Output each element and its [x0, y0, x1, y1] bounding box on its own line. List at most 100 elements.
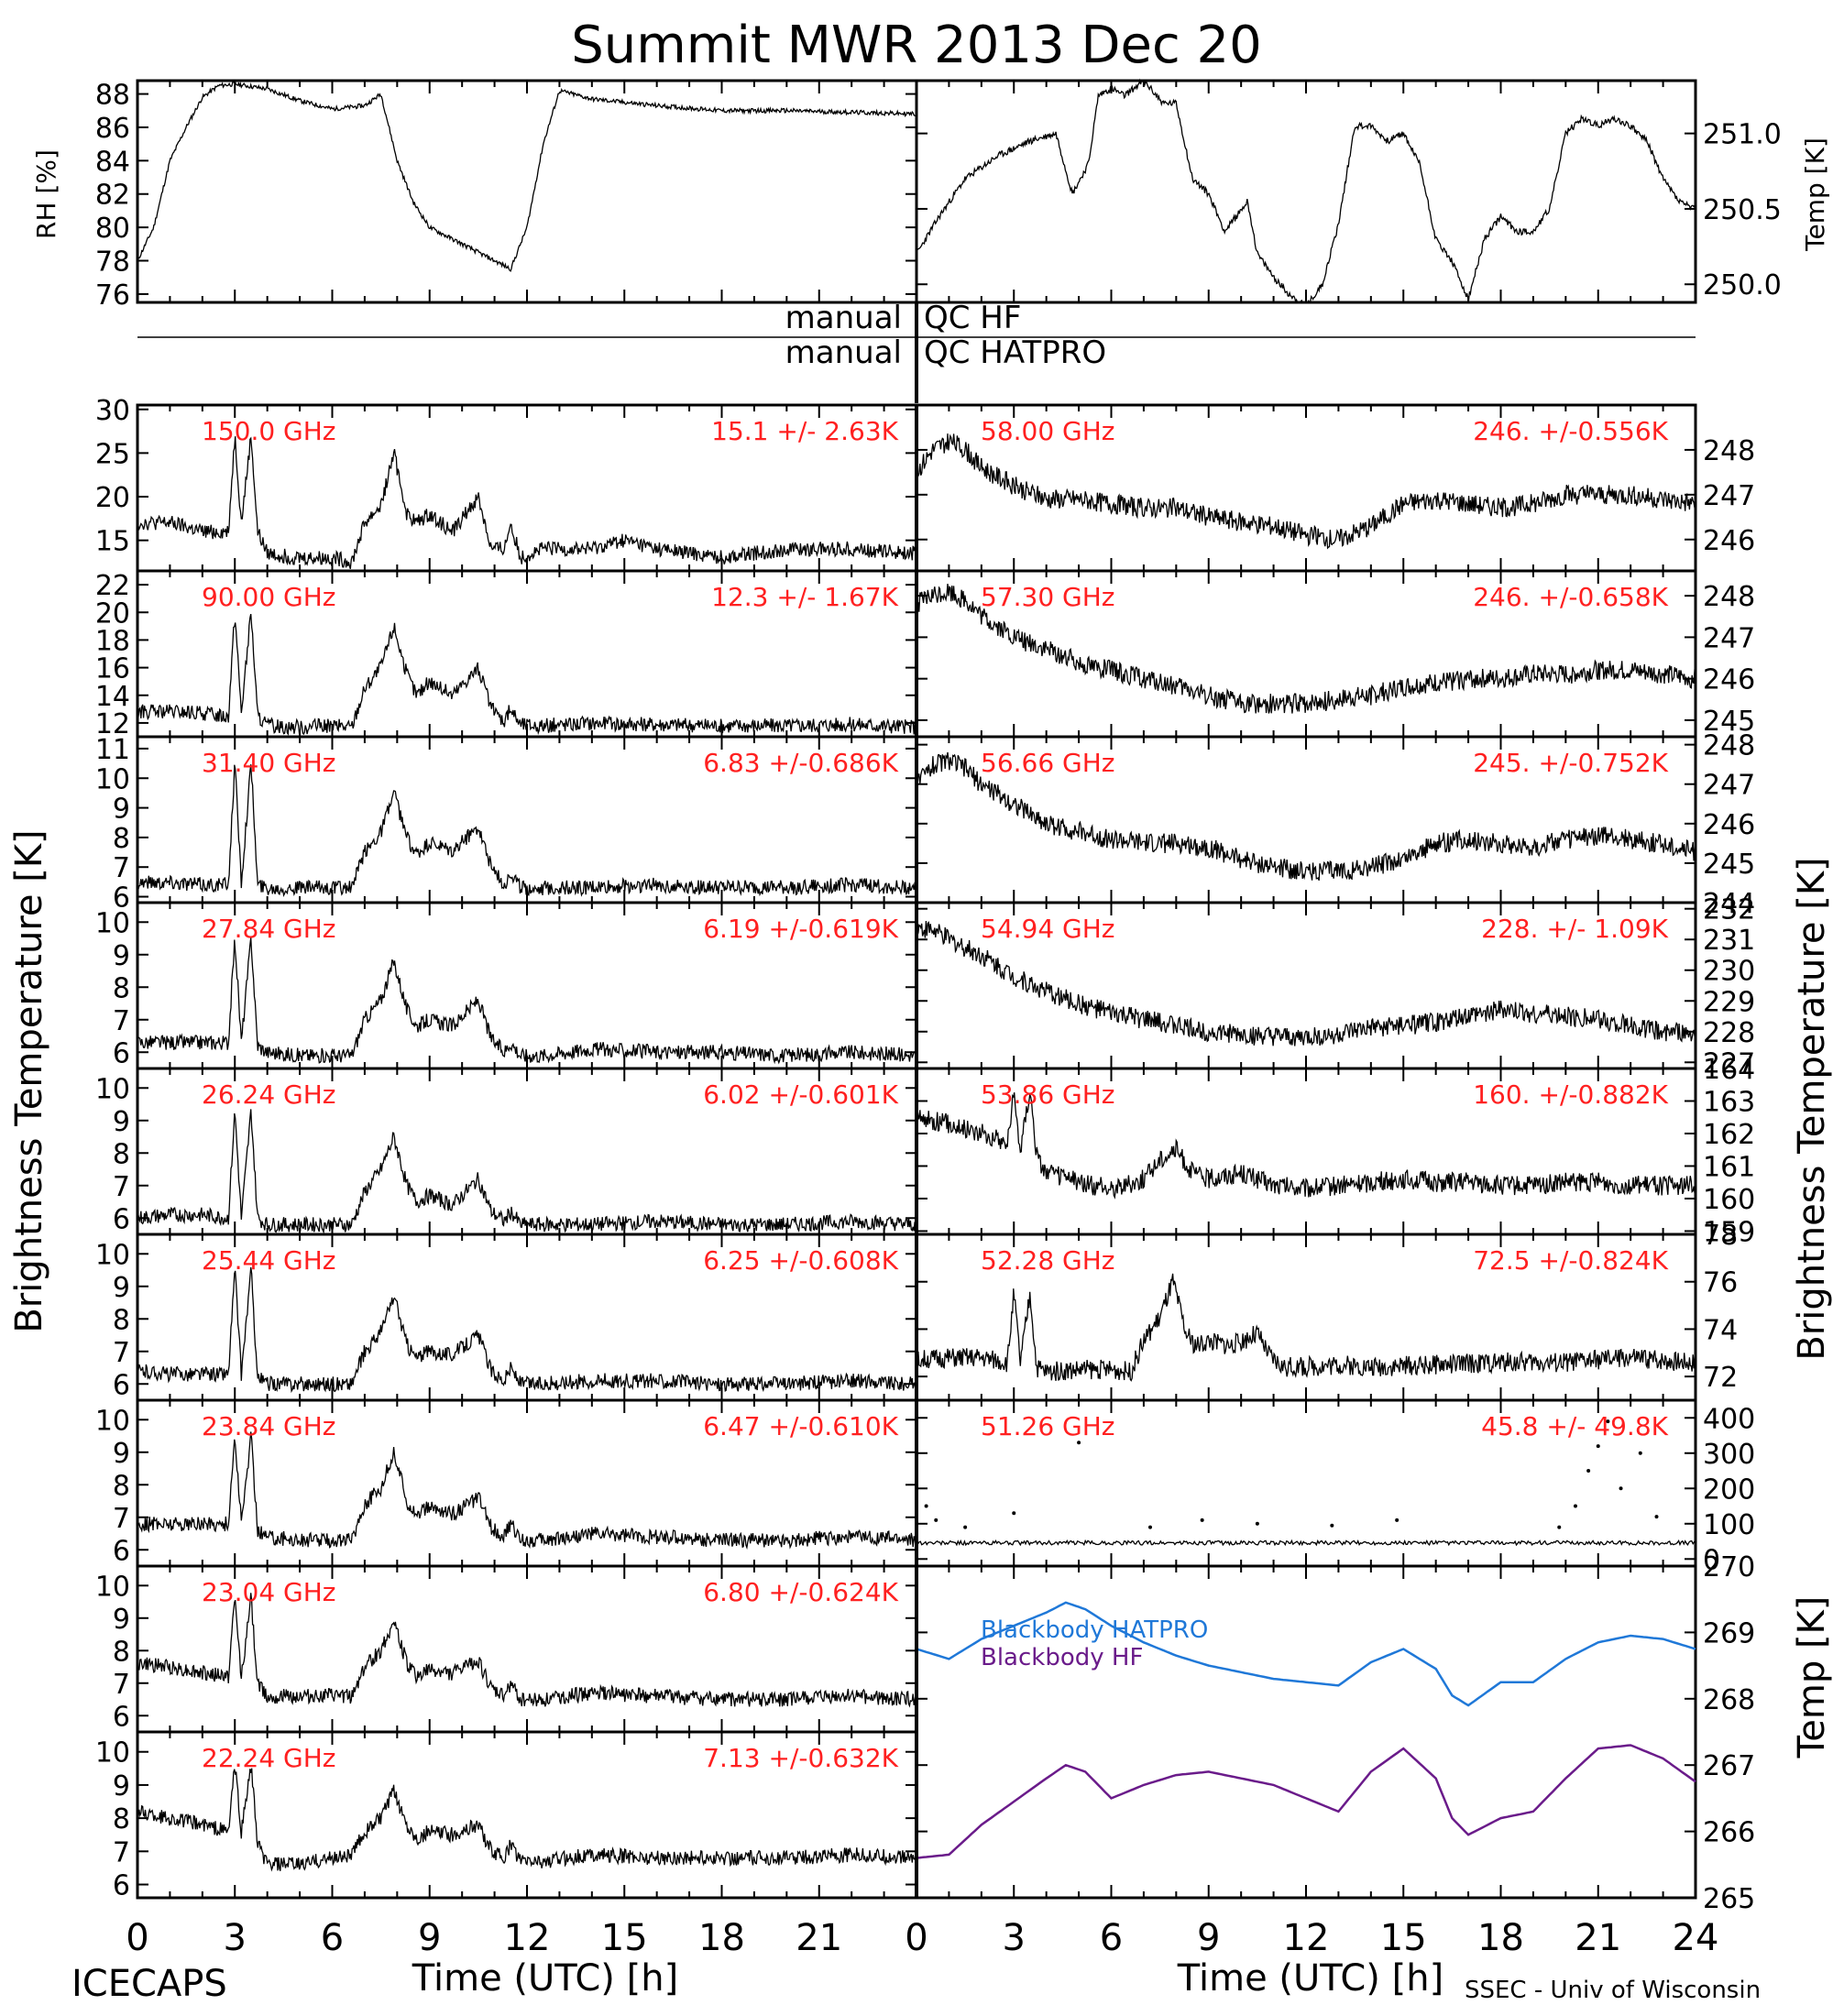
x-tick-label: 18	[1477, 1917, 1524, 1959]
series-trace	[137, 1266, 917, 1394]
y-tick-label: 9	[113, 1770, 130, 1802]
y-tick-label: 80	[95, 213, 130, 245]
series-trace	[916, 1539, 1696, 1547]
series-trace	[137, 1593, 917, 1708]
qc-row2-left: manual	[785, 334, 902, 371]
channel-stat: 72.5 +/-0.824K	[1473, 1245, 1668, 1276]
y-tick-label: 10	[95, 1737, 130, 1769]
y-tick-label: 164	[1703, 1054, 1755, 1086]
qc-row1-left: manual	[785, 300, 902, 336]
y-tick-label: 78	[1703, 1220, 1738, 1252]
y-tick-label: 400	[1703, 1403, 1755, 1435]
y-tick-label: 18	[95, 625, 130, 657]
y-tick-label: 82	[95, 180, 130, 212]
channel-stat: 6.80 +/-0.624K	[703, 1577, 898, 1607]
channel-label: 57.30 GHz	[981, 582, 1115, 612]
y-tick-label: 268	[1703, 1684, 1755, 1716]
y-tick-label: 10	[95, 1405, 130, 1437]
y-tick-label: 8	[113, 823, 130, 855]
channel-label: 54.94 GHz	[981, 914, 1115, 944]
footer-icecaps: ICECAPS	[71, 1963, 227, 2005]
series-trace	[137, 1431, 917, 1550]
figure-title: Summit MWR 2013 Dec 20	[571, 16, 1262, 75]
y-tick-label: 8	[113, 1470, 130, 1502]
outlier-point	[1200, 1517, 1204, 1522]
qc-bars: manual QC HF manual QC HATPRO	[137, 300, 1696, 403]
y-tick-label: 9	[113, 940, 130, 972]
y-tick-label: 10	[95, 763, 130, 795]
xlabel-right: Time (UTC) [h]	[1177, 1957, 1443, 2000]
y-tick-label: 6	[113, 882, 130, 915]
series-trace	[916, 433, 1696, 550]
y-tick-label: 246	[1703, 809, 1755, 841]
channel-label: 23.04 GHz	[202, 1577, 336, 1607]
channel-stat: 7.13 +/-0.632K	[703, 1743, 898, 1773]
channel-stat: 6.19 +/-0.619K	[703, 914, 898, 944]
channel-stat: 228. +/- 1.09K	[1481, 914, 1668, 944]
x-tick-label: 12	[504, 1917, 551, 1959]
y-tick-label: 30	[95, 395, 130, 427]
channel-label: 25.44 GHz	[202, 1245, 336, 1276]
x-tick-label: 21	[796, 1917, 842, 1959]
series-trace	[916, 1273, 1696, 1382]
y-tick-label: 248	[1703, 730, 1755, 762]
x-tick-label: 21	[1575, 1917, 1621, 1959]
legend-hf: Blackbody HF	[981, 1644, 1143, 1671]
y-tick-label: 163	[1703, 1086, 1755, 1118]
y-tick-label: 10	[95, 1571, 130, 1603]
y-tick-label: 14	[95, 681, 130, 713]
y-tick-label: 9	[113, 1106, 130, 1138]
outlier-point	[1654, 1515, 1659, 1519]
hatpro-line	[916, 1601, 1696, 1707]
x-tick-label: 0	[126, 1917, 148, 1959]
qc-row1-right: QC HF	[924, 300, 1021, 336]
channel-stat: 6.25 +/-0.608K	[703, 1245, 898, 1276]
channel-label: 22.24 GHz	[202, 1743, 336, 1773]
y-tick-label: 15	[95, 526, 130, 558]
y-tick-label: 162	[1703, 1119, 1755, 1151]
outlier-point	[1573, 1504, 1577, 1508]
footer-ssec: SSEC - Univ of Wisconsin	[1465, 1977, 1761, 2004]
x-tick-label: 0	[905, 1917, 927, 1959]
y-tick-label: 228	[1703, 1017, 1755, 1049]
outlier-point	[1395, 1517, 1399, 1522]
y-tick-label: 6	[113, 1369, 130, 1401]
channel-stat: 160. +/-0.882K	[1473, 1079, 1668, 1110]
y-tick-label: 8	[113, 1304, 130, 1336]
channel-label: 56.66 GHz	[981, 748, 1115, 778]
y-tick-label: 248	[1703, 435, 1755, 467]
y-tick-label: 7	[113, 1337, 130, 1369]
y-tick-label: 248	[1703, 581, 1755, 613]
y-tick-label: 7	[113, 1005, 130, 1037]
y-tick-label: 20	[95, 597, 130, 630]
outlier-point	[934, 1517, 938, 1522]
x-tick-label: 24	[1673, 1917, 1719, 1959]
y-tick-label: 300	[1703, 1439, 1755, 1471]
y-tick-label: 76	[95, 279, 130, 312]
channel-label: 31.40 GHz	[202, 748, 336, 778]
y-tick-label: 10	[95, 907, 130, 939]
channel-stat: 12.3 +/- 1.67K	[711, 582, 898, 612]
channel-label: 150.0 GHz	[202, 416, 336, 446]
series-trace	[137, 81, 917, 272]
y-tick-label: 270	[1703, 1551, 1755, 1583]
rh-axis-label: RH [%]	[31, 149, 61, 239]
y-tick-label: 88	[95, 80, 130, 112]
ylabel-left: Brightness Temperature [K]	[8, 829, 50, 1332]
y-tick-label: 159	[1703, 1216, 1755, 1248]
y-tick-label: 6	[113, 1535, 130, 1567]
y-tick-label: 246	[1703, 525, 1755, 557]
channel-label: 90.00 GHz	[202, 582, 336, 612]
outlier-point	[1077, 1441, 1081, 1445]
y-tick-label: 84	[95, 146, 130, 178]
y-tick-label: 9	[113, 1272, 130, 1304]
y-tick-label: 230	[1703, 956, 1755, 988]
temp-axis-label: Temp [K]	[1800, 137, 1830, 252]
y-tick-label: 266	[1703, 1817, 1755, 1849]
y-tick-label: 6	[113, 1701, 130, 1733]
x-tick-label: 9	[418, 1917, 441, 1959]
y-tick-label: 9	[113, 794, 130, 826]
channel-stat: 6.47 +/-0.610K	[703, 1411, 898, 1441]
